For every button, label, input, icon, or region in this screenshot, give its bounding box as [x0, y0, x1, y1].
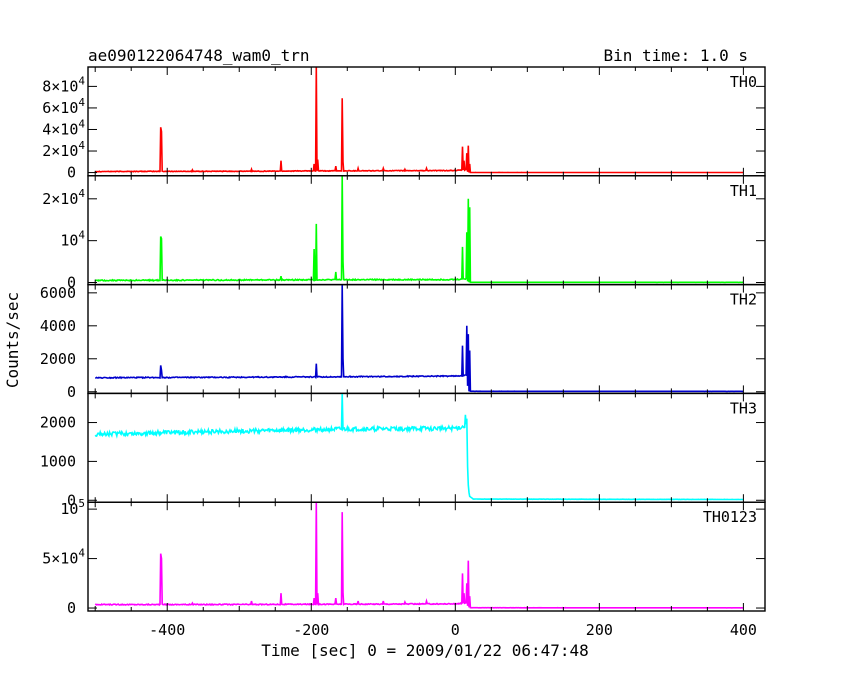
panel-frame: [87, 175, 766, 286]
y-tick-label: 2×104: [42, 139, 85, 160]
y-tick-label: 1000: [40, 452, 76, 470]
panel-frame: [87, 501, 766, 612]
y-tick-label: 104: [60, 229, 85, 250]
panel-label-th2: TH2: [730, 291, 757, 309]
panel-frame: [87, 392, 766, 503]
y-tick-label: 0: [67, 599, 76, 617]
y-tick-label: 0: [67, 491, 76, 509]
y-tick-label: 5×104: [42, 547, 85, 568]
chart-title: ae090122064748_wam0_trn: [88, 46, 310, 65]
y-tick-label: 6×104: [42, 96, 85, 117]
y-tick-label: 0: [67, 164, 76, 182]
panel-label-th1: TH1: [730, 182, 757, 200]
y-tick-label: 8×104: [42, 74, 85, 95]
series-line-th1: [94, 175, 744, 284]
y-tick-label: 4×104: [42, 117, 85, 138]
y-tick-label: 2×104: [42, 187, 85, 208]
series-line-th3: [94, 393, 744, 501]
y-axis-label: Counts/sec: [3, 292, 22, 388]
panel-label-th0123: TH0123: [703, 508, 757, 526]
panel-th3: TH3 0 1000 2000: [40, 392, 766, 509]
y-tick-label: 2000: [40, 414, 76, 432]
y-tick-label: 2000: [40, 350, 76, 368]
panel-th0123: TH0123 0 5×104 105: [42, 497, 766, 617]
y-tick-label: 105: [60, 497, 85, 518]
panel-th2: TH2 0 2000 4000 6000: [40, 284, 766, 401]
x-tick-label: -400: [149, 621, 185, 639]
x-tick-label: 200: [586, 621, 613, 639]
y-tick-label: 4000: [40, 317, 76, 335]
x-tick-label: 0: [451, 621, 460, 639]
series-line-th0: [94, 66, 744, 174]
panel-frame: [87, 66, 766, 177]
x-axis-label: Time [sec] 0 = 2009/01/22 06:47:48: [261, 641, 589, 660]
x-tick-label: 400: [730, 621, 757, 639]
panel-label-th0: TH0: [730, 73, 757, 91]
series-line-th0123: [94, 502, 744, 609]
y-tick-label: 0: [67, 274, 76, 292]
y-tick-label: 6000: [40, 284, 76, 302]
series-line-th2: [95, 284, 744, 393]
panel-th1: TH1 0 104 2×104: [42, 175, 766, 292]
panel-label-th3: TH3: [730, 399, 757, 417]
panels-group: TH002×1044×1046×1048×104TH101042×104TH20…: [40, 66, 766, 639]
bin-time-label: Bin time: 1.0 s: [604, 46, 749, 65]
x-tick-label: -200: [293, 621, 329, 639]
y-tick-label: 0: [67, 383, 76, 401]
